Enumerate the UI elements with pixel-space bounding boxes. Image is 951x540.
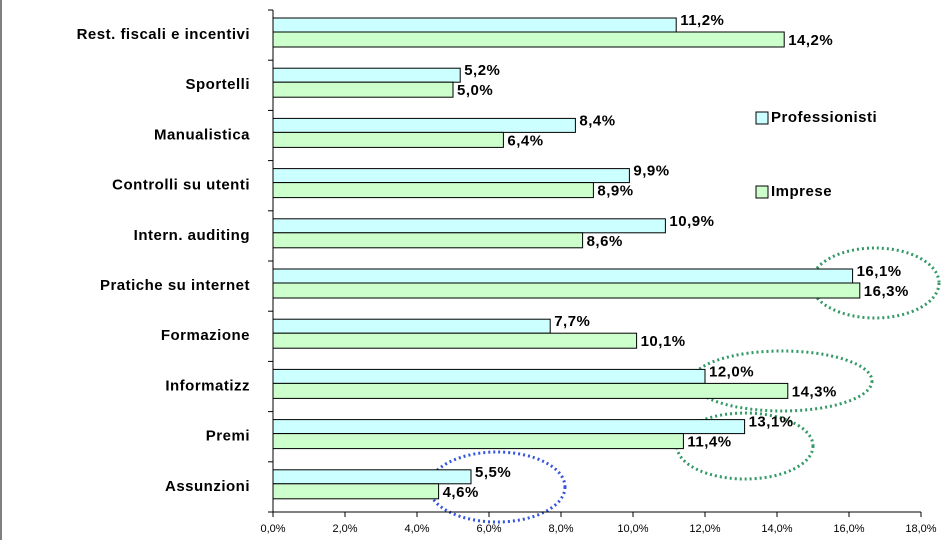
bar (272, 31, 785, 48)
bar (272, 232, 584, 249)
x-tick-label: 18,0% (905, 523, 936, 535)
bar (272, 318, 551, 334)
bar (272, 168, 630, 184)
bar (272, 332, 638, 349)
x-tick-label: 12,0% (689, 523, 720, 535)
value-label: 4,6% (443, 484, 479, 501)
value-label: 8,9% (597, 183, 633, 200)
bar (272, 368, 706, 384)
value-label: 12,0% (709, 363, 754, 380)
y-tick-label: Assunzioni (165, 478, 250, 495)
value-label: 5,5% (475, 464, 511, 481)
value-label: 9,9% (633, 163, 669, 180)
value-label: 7,7% (554, 313, 590, 330)
bar (272, 81, 454, 98)
y-tick-label: Pratiche su internet (100, 277, 250, 294)
bar (272, 117, 576, 133)
value-label: 16,3% (864, 283, 909, 300)
y-tick-label: Formazione (161, 327, 250, 344)
x-tick-label: 10,0% (617, 523, 648, 535)
bar (272, 433, 684, 450)
x-tick-label: 16,0% (833, 523, 864, 535)
highlight-ellipse (809, 246, 941, 320)
bar (272, 469, 472, 485)
bar (272, 419, 746, 435)
bar (272, 17, 677, 33)
bar (272, 282, 861, 299)
value-label: 13,1% (749, 414, 794, 431)
y-tick-label: Informatizz (165, 377, 250, 394)
value-label: 14,2% (788, 32, 833, 49)
bar (272, 218, 666, 234)
value-label: 5,0% (457, 82, 493, 99)
bar (272, 67, 461, 83)
x-tick-label: 2,0% (332, 523, 357, 535)
bar (272, 182, 594, 199)
value-label: 11,2% (680, 12, 724, 29)
y-tick-label: Rest. fiscali e incentivi (77, 26, 250, 43)
y-tick-label: Manualistica (154, 126, 250, 143)
y-tick-label: Controlli su utenti (112, 177, 250, 194)
legend-swatch (755, 185, 769, 199)
value-label: 8,4% (579, 112, 615, 129)
y-tick-label: Premi (206, 428, 250, 445)
bar (272, 268, 854, 284)
value-label: 10,9% (669, 213, 714, 230)
y-tick-label: Intern. auditing (134, 227, 250, 244)
legend-swatch (755, 111, 769, 125)
value-label: 10,1% (641, 333, 686, 350)
x-tick-label: 14,0% (761, 523, 792, 535)
x-tick-label: 4,0% (404, 523, 429, 535)
value-label: 6,4% (507, 132, 543, 149)
bar (272, 382, 789, 399)
value-label: 8,6% (587, 233, 623, 250)
y-tick-label: Sportelli (185, 76, 250, 93)
value-label: 14,3% (792, 383, 837, 400)
legend-label: Imprese (771, 183, 832, 200)
legend-label: Professionisti (771, 109, 877, 126)
highlight-ellipse (675, 411, 815, 481)
highlight-ellipse (690, 349, 874, 413)
value-label: 16,1% (857, 263, 902, 280)
bar (272, 483, 440, 500)
value-label: 5,2% (464, 62, 500, 79)
x-tick-label: 8,0% (548, 523, 573, 535)
x-tick-label: 6,0% (476, 523, 501, 535)
value-label: 11,4% (687, 434, 731, 451)
bar (272, 131, 504, 148)
x-tick-label: 0,0% (260, 523, 285, 535)
